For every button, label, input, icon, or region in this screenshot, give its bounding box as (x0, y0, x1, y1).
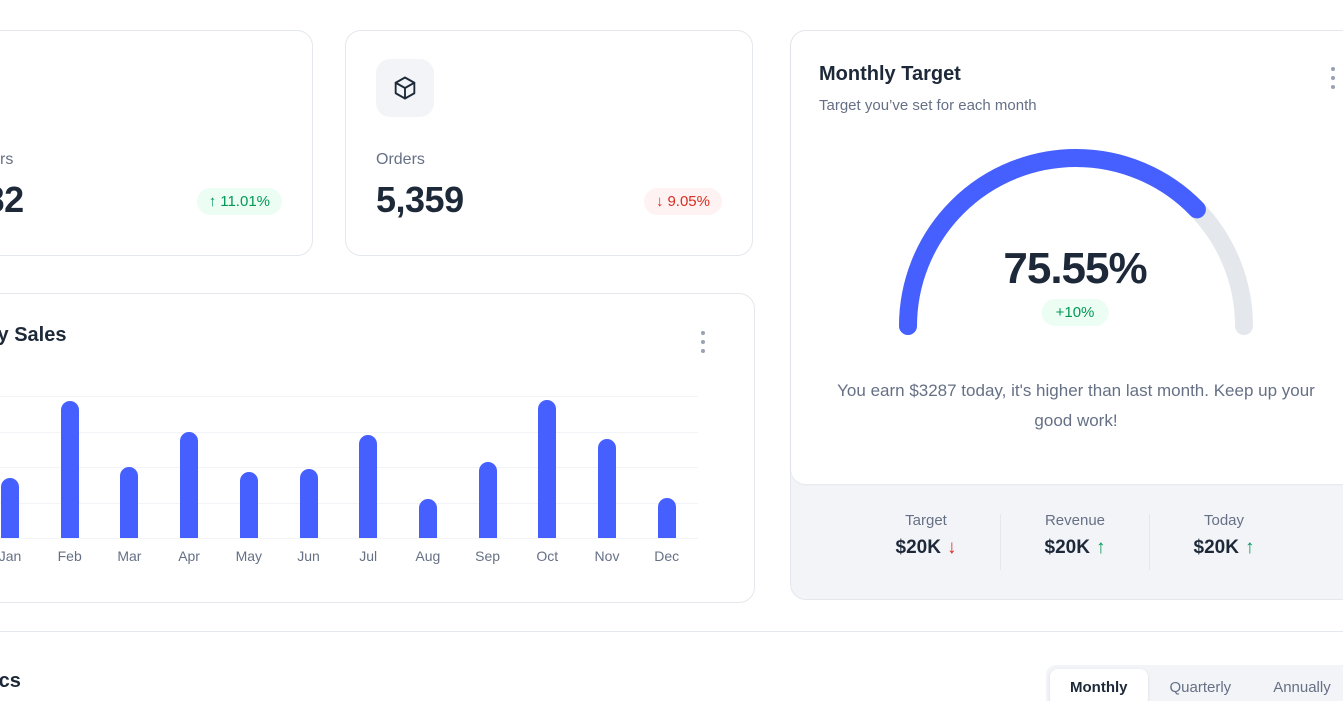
arrow-up-icon (1096, 537, 1106, 559)
statistics-title: Statistics (0, 670, 21, 692)
gridline (0, 502, 698, 504)
x-tick-may: May (235, 548, 263, 564)
x-tick-apr: Apr (178, 548, 200, 564)
bar-jul (359, 434, 378, 538)
footer-divider (1000, 514, 1001, 570)
bar-oct (538, 399, 557, 538)
tab-quarterly[interactable]: Quarterly (1150, 669, 1252, 701)
bar-sep (478, 461, 497, 538)
kebab-menu-icon[interactable] (693, 329, 713, 355)
earnings-message: You earn $3287 today, it's higher than l… (837, 381, 1315, 430)
gauge-percent-value: 75.55% (1003, 244, 1147, 293)
x-tick-sep: Sep (475, 548, 501, 564)
trend-badge-value: 9.05% (667, 193, 710, 210)
monthly-sales-card: Monthly Sales Jan Feb Mar Apr May Jun Jul Aug Se… (0, 293, 755, 603)
x-tick-jun: Jun (297, 548, 320, 564)
gridline (0, 431, 698, 433)
arrow-down-icon (656, 193, 664, 210)
gauge-delta-badge: +10% (1041, 299, 1109, 326)
statistics-card: Statistics Monthly Quarterly Annually (0, 631, 1343, 701)
gauge-progress-arc (899, 149, 1253, 335)
metric-label: Orders (376, 151, 425, 168)
arrow-down-icon (947, 537, 957, 559)
stat-label: Target (905, 512, 947, 529)
gridline (0, 396, 698, 397)
monthly-target-footer: Target $20K Revenue $20K Today $20K (791, 482, 1343, 599)
bar-dec (657, 498, 676, 538)
arrow-up-icon (209, 193, 217, 210)
bar-feb (60, 401, 79, 538)
today-stat: Today $20K (1150, 512, 1298, 559)
gridline (0, 538, 698, 539)
metric-value: 3,782 (0, 179, 24, 220)
trend-badge-value: 11.01% (220, 193, 270, 210)
target-gauge-chart (899, 149, 1253, 335)
metric-label: Customers (0, 151, 14, 168)
customers-metric-card: Customers 3,782 11.01% (0, 30, 313, 256)
statistics-period-tabs: Monthly Quarterly Annually (1046, 665, 1343, 701)
monthly-sales-title: Monthly Sales (0, 324, 67, 346)
stat-label: Today (1203, 512, 1245, 529)
monthly-target-subtitle: Target you’ve set for each month (819, 97, 1037, 114)
tab-annually[interactable]: Annually (1253, 669, 1343, 701)
orders-metric-text: Orders 5,359 (376, 151, 464, 221)
monthly-target-title: Monthly Target (819, 63, 961, 85)
monthly-sales-plot: Jan Feb Mar Apr May Jun Jul Aug Sep Oct Nov Dec (0, 396, 698, 564)
footer-divider (1149, 514, 1150, 570)
stat-value: $20K (895, 537, 941, 558)
orders-icon-box (376, 59, 434, 117)
bar-apr (180, 432, 199, 538)
x-tick-mar: Mar (117, 548, 142, 564)
x-tick-nov: Nov (594, 548, 620, 564)
x-tick-aug: Aug (415, 548, 441, 564)
x-tick-dec: Dec (654, 548, 680, 564)
bar-jun (299, 468, 318, 538)
bar-aug (418, 498, 437, 538)
trend-badge: 9.05% (643, 188, 722, 215)
cube-icon (394, 76, 416, 100)
x-tick-jul: Jul (359, 548, 378, 564)
target-stat: Target $20K (852, 512, 1000, 559)
gridline (0, 467, 698, 468)
bar-mar (120, 466, 139, 538)
metric-value: 5,359 (376, 179, 464, 220)
orders-metric-card: Orders 5,359 9.05% (345, 30, 753, 256)
stat-value: $20K (1044, 537, 1090, 558)
x-tick-jan: Jan (0, 548, 22, 564)
stat-value: $20K (1193, 537, 1239, 558)
monthly-target-inner-panel: Monthly Target Target you’ve set for eac… (791, 31, 1343, 484)
customers-metric-text: Customers 3,782 (0, 151, 24, 221)
bar-jan (1, 478, 19, 538)
trend-badge: 11.01% (196, 188, 282, 215)
kebab-menu-icon[interactable] (1323, 65, 1343, 91)
monthly-target-card: Monthly Target Target you’ve set for eac… (790, 30, 1343, 600)
bar-nov (598, 438, 616, 538)
x-tick-oct: Oct (536, 548, 559, 564)
tab-monthly[interactable]: Monthly (1050, 669, 1148, 701)
bar-may (239, 471, 258, 538)
x-tick-feb: Feb (57, 548, 82, 564)
revenue-stat: Revenue $20K (1001, 512, 1149, 559)
stat-label: Revenue (1044, 512, 1106, 529)
arrow-up-icon (1245, 537, 1255, 559)
